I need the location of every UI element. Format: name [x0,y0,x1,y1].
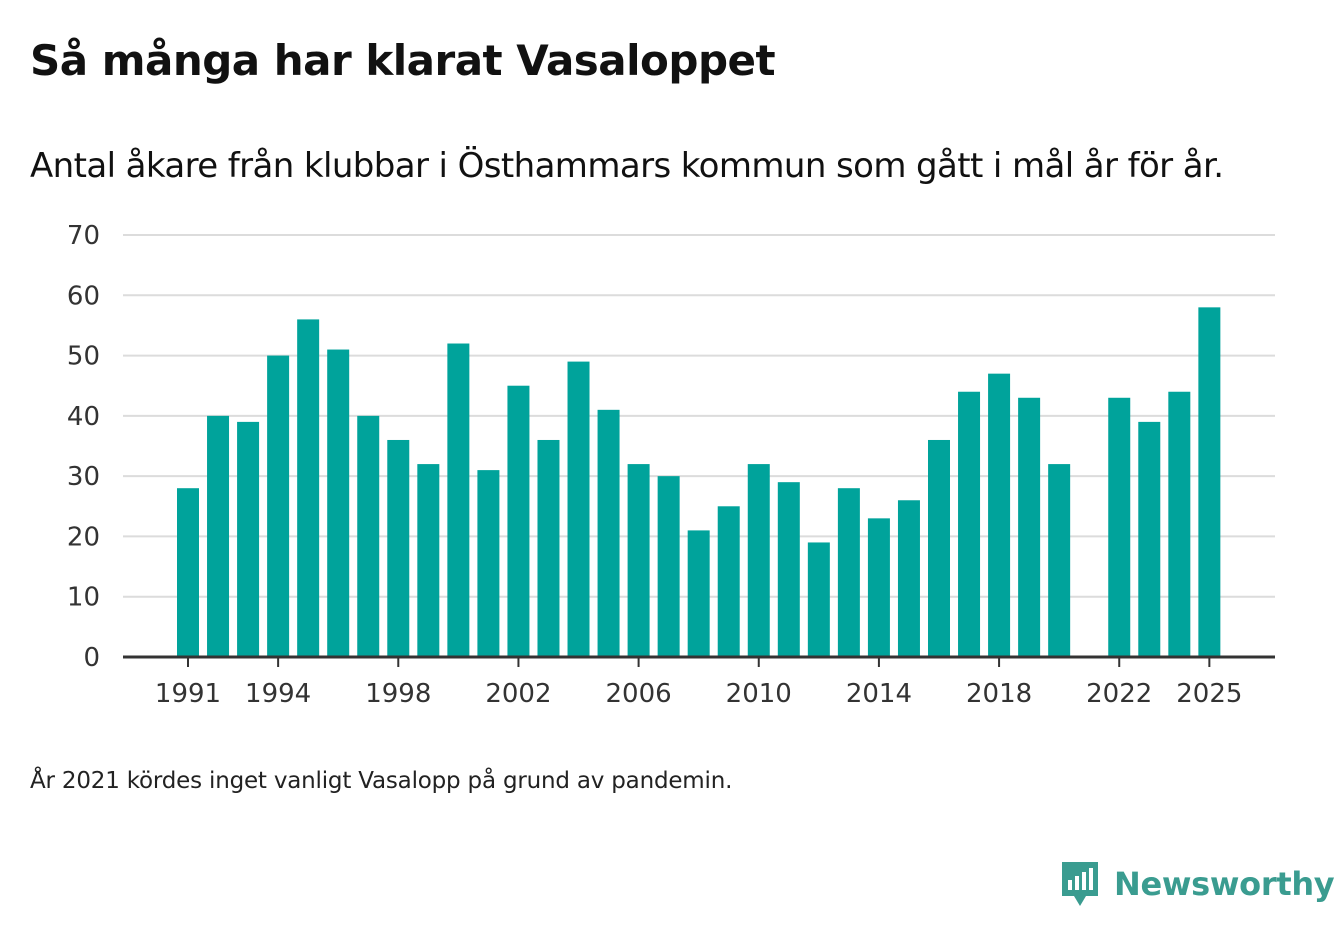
brand-name: Newsworthy [1114,865,1335,903]
x-tick-label: 2014 [846,679,912,709]
newsworthy-logo-icon [1062,862,1098,906]
y-tick-label: 10 [67,583,100,613]
bar-1999 [417,464,440,657]
x-tick-label: 2006 [606,679,672,709]
bar-2012 [807,542,830,657]
chart-title: Så många har klarat Vasaloppet [30,36,776,85]
bar-2006 [627,464,650,657]
bar-1992 [207,415,230,657]
x-tick-label: 1998 [365,679,431,709]
bar-2001 [477,470,500,657]
bar-2023 [1138,421,1161,657]
bar-1997 [357,415,380,657]
bar-2015 [897,500,920,657]
chart-subtitle: Antal åkare från klubbar i Östhammars ko… [30,146,1224,186]
bar-2018 [988,373,1011,657]
bar-2014 [867,518,890,657]
y-tick-label: 50 [67,342,100,372]
bar-2019 [1018,397,1041,657]
bar-2005 [597,409,620,657]
bar-1996 [327,349,350,657]
y-tick-label: 60 [67,281,100,311]
x-tick-label: 2022 [1086,679,1152,709]
bar-2016 [928,439,950,657]
bar-2007 [657,476,680,657]
bar-2010 [747,464,770,657]
x-tick-label: 2025 [1176,679,1242,709]
y-tick-label: 20 [67,522,100,552]
bar-2004 [567,361,590,657]
bar-2011 [777,482,800,657]
x-tick-label: 1991 [155,679,221,709]
bar-2003 [537,439,560,657]
y-tick-label: 30 [67,462,100,492]
footnote: År 2021 kördes inget vanligt Vasalopp på… [30,768,733,794]
bar-2017 [958,391,981,657]
y-tick-label: 70 [67,221,100,251]
x-tick-label: 2010 [726,679,792,709]
bar-2009 [717,506,740,657]
bar-2024 [1168,391,1191,657]
bar-2025 [1198,307,1221,657]
brand-logo: Newsworthy [1060,860,1335,908]
bar-2020 [1048,464,1071,657]
x-tick-label: 1994 [245,679,311,709]
y-tick-label: 40 [67,402,100,432]
bar-2013 [837,488,860,657]
bar-1998 [387,439,410,657]
bar-2008 [687,530,710,657]
bar-2002 [507,385,530,657]
bar-1991 [177,488,199,657]
bar-2022 [1108,397,1131,657]
bar-2000 [447,343,470,657]
bar-1993 [237,421,260,657]
bar-1995 [297,319,320,657]
x-tick-label: 2018 [966,679,1032,709]
bar-1994 [267,355,290,657]
y-tick-label: 0 [83,643,100,673]
x-tick-label: 2002 [485,679,551,709]
